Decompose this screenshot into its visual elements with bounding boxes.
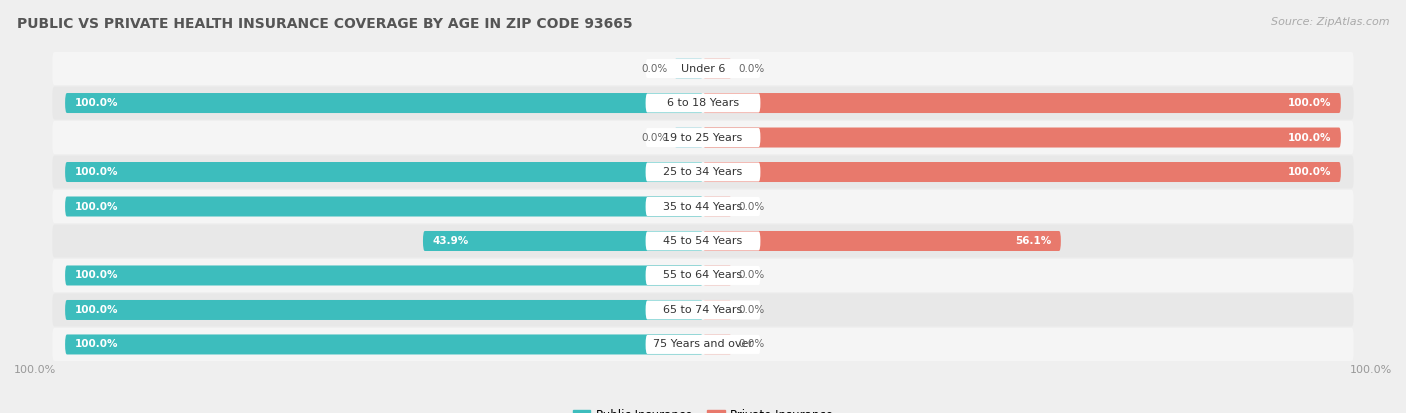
FancyBboxPatch shape — [52, 259, 1354, 292]
FancyBboxPatch shape — [703, 266, 731, 285]
FancyBboxPatch shape — [52, 52, 1354, 85]
FancyBboxPatch shape — [703, 128, 1341, 147]
Text: 0.0%: 0.0% — [738, 339, 765, 349]
Text: 0.0%: 0.0% — [738, 64, 765, 74]
FancyBboxPatch shape — [65, 197, 703, 216]
FancyBboxPatch shape — [52, 328, 1354, 361]
FancyBboxPatch shape — [52, 190, 1354, 223]
Text: 100.0%: 100.0% — [14, 365, 56, 375]
FancyBboxPatch shape — [645, 93, 761, 112]
Text: 75 Years and over: 75 Years and over — [652, 339, 754, 349]
Text: 100.0%: 100.0% — [1350, 365, 1392, 375]
Text: 43.9%: 43.9% — [433, 236, 468, 246]
Text: Source: ZipAtlas.com: Source: ZipAtlas.com — [1271, 17, 1389, 26]
FancyBboxPatch shape — [52, 86, 1354, 120]
FancyBboxPatch shape — [703, 231, 1062, 251]
FancyBboxPatch shape — [703, 335, 731, 354]
Text: 56.1%: 56.1% — [1015, 236, 1052, 246]
Text: 35 to 44 Years: 35 to 44 Years — [664, 202, 742, 211]
FancyBboxPatch shape — [645, 335, 761, 354]
FancyBboxPatch shape — [703, 162, 1341, 182]
Text: 45 to 54 Years: 45 to 54 Years — [664, 236, 742, 246]
FancyBboxPatch shape — [65, 335, 703, 354]
FancyBboxPatch shape — [65, 266, 703, 285]
FancyBboxPatch shape — [703, 93, 1341, 113]
FancyBboxPatch shape — [645, 162, 761, 181]
Text: 0.0%: 0.0% — [738, 305, 765, 315]
FancyBboxPatch shape — [52, 224, 1354, 258]
FancyBboxPatch shape — [703, 300, 731, 320]
FancyBboxPatch shape — [645, 232, 761, 251]
Text: 6 to 18 Years: 6 to 18 Years — [666, 98, 740, 108]
FancyBboxPatch shape — [645, 197, 761, 216]
Text: 100.0%: 100.0% — [75, 202, 118, 211]
Text: 100.0%: 100.0% — [75, 98, 118, 108]
FancyBboxPatch shape — [645, 59, 761, 78]
Text: 100.0%: 100.0% — [1288, 98, 1331, 108]
FancyBboxPatch shape — [52, 155, 1354, 189]
Text: 0.0%: 0.0% — [641, 133, 668, 142]
Text: 0.0%: 0.0% — [738, 202, 765, 211]
FancyBboxPatch shape — [703, 59, 731, 78]
FancyBboxPatch shape — [645, 266, 761, 285]
FancyBboxPatch shape — [423, 231, 703, 251]
Legend: Public Insurance, Private Insurance: Public Insurance, Private Insurance — [568, 404, 838, 413]
FancyBboxPatch shape — [65, 300, 703, 320]
FancyBboxPatch shape — [675, 128, 703, 147]
FancyBboxPatch shape — [703, 197, 731, 216]
Text: 0.0%: 0.0% — [641, 64, 668, 74]
FancyBboxPatch shape — [645, 128, 761, 147]
FancyBboxPatch shape — [65, 162, 703, 182]
FancyBboxPatch shape — [52, 121, 1354, 154]
Text: PUBLIC VS PRIVATE HEALTH INSURANCE COVERAGE BY AGE IN ZIP CODE 93665: PUBLIC VS PRIVATE HEALTH INSURANCE COVER… — [17, 17, 633, 31]
Text: 55 to 64 Years: 55 to 64 Years — [664, 271, 742, 280]
FancyBboxPatch shape — [645, 301, 761, 320]
Text: 100.0%: 100.0% — [75, 305, 118, 315]
Text: 25 to 34 Years: 25 to 34 Years — [664, 167, 742, 177]
FancyBboxPatch shape — [52, 293, 1354, 327]
Text: 100.0%: 100.0% — [75, 271, 118, 280]
Text: 100.0%: 100.0% — [1288, 133, 1331, 142]
Text: 100.0%: 100.0% — [75, 167, 118, 177]
Text: 65 to 74 Years: 65 to 74 Years — [664, 305, 742, 315]
Text: 19 to 25 Years: 19 to 25 Years — [664, 133, 742, 142]
Text: 100.0%: 100.0% — [1288, 167, 1331, 177]
FancyBboxPatch shape — [675, 59, 703, 78]
FancyBboxPatch shape — [65, 93, 703, 113]
Text: Under 6: Under 6 — [681, 64, 725, 74]
Text: 100.0%: 100.0% — [75, 339, 118, 349]
Text: 0.0%: 0.0% — [738, 271, 765, 280]
